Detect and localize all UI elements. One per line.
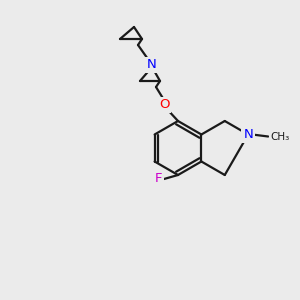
Text: N: N xyxy=(243,128,253,141)
Text: N: N xyxy=(147,58,157,71)
Text: CH₃: CH₃ xyxy=(270,131,290,142)
Text: F: F xyxy=(154,172,162,185)
Text: O: O xyxy=(159,98,169,112)
